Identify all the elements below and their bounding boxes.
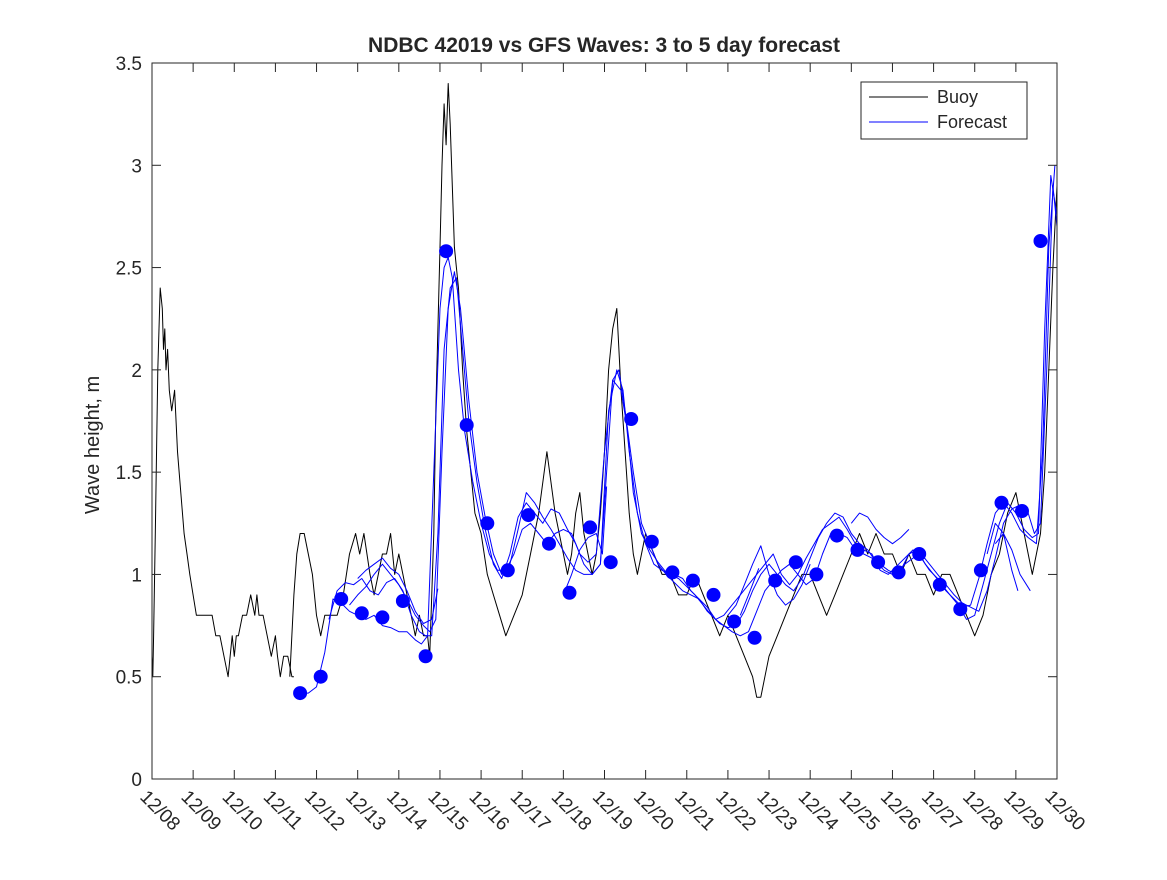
y-tick-label: 2.5 xyxy=(116,259,142,280)
forecast-marker xyxy=(850,542,865,557)
forecast-marker xyxy=(685,573,700,588)
forecast-marker xyxy=(334,592,349,606)
forecast-marker xyxy=(293,686,308,701)
forecast-series-line-5 xyxy=(727,545,811,616)
forecast-marker xyxy=(313,669,328,684)
y-tick-label: 1 xyxy=(131,565,142,586)
y-tick-label: 2 xyxy=(131,361,142,382)
forecast-marker xyxy=(912,547,927,561)
forecast-marker xyxy=(354,606,369,621)
forecast-marker xyxy=(953,602,968,617)
y-tick-label: 3 xyxy=(131,156,142,177)
y-tick-label: 3.5 xyxy=(116,54,142,75)
forecast-marker xyxy=(809,567,824,582)
legend-box xyxy=(860,81,1028,140)
forecast-marker xyxy=(1033,234,1048,248)
y-tick-label: 0.5 xyxy=(116,668,142,689)
forecast-marker xyxy=(624,412,639,426)
forecast-marker xyxy=(768,573,783,588)
forecast-marker xyxy=(665,565,680,580)
forecast-marker xyxy=(788,555,803,570)
forecast-marker xyxy=(603,555,618,570)
plot-background xyxy=(152,63,1057,779)
forecast-series-line-9 xyxy=(739,568,760,616)
forecast-marker xyxy=(994,495,1009,510)
forecast-series-line-4 xyxy=(562,486,608,596)
forecast-marker xyxy=(871,555,886,570)
buoy-series-line-0 xyxy=(152,287,294,678)
forecast-marker xyxy=(500,563,515,578)
forecast-marker xyxy=(747,630,762,645)
chart-title: NDBC 42019 vs GFS Waves: 3 to 5 day fore… xyxy=(368,34,840,57)
forecast-marker xyxy=(932,577,947,592)
forecast-marker xyxy=(418,649,433,664)
forecast-marker xyxy=(480,516,495,531)
forecast-marker xyxy=(727,614,742,629)
y-tick-label: 0 xyxy=(131,770,142,791)
forecast-marker xyxy=(973,563,988,578)
forecast-marker xyxy=(706,587,721,602)
forecast-marker xyxy=(375,610,390,625)
forecast-marker xyxy=(542,536,556,551)
forecast-marker xyxy=(583,520,598,535)
forecast-series-line-6 xyxy=(850,512,910,545)
forecast-marker xyxy=(395,594,410,608)
y-axis-label: Wave height, m xyxy=(82,376,104,514)
forecast-marker xyxy=(829,528,844,543)
y-tick-label: 1.5 xyxy=(116,463,142,484)
forecast-marker xyxy=(459,418,474,433)
forecast-marker xyxy=(562,585,577,600)
forecast-series-line-8 xyxy=(994,533,1031,592)
legend-forecast-label: Forecast xyxy=(937,112,1007,132)
forecast-marker xyxy=(439,244,454,259)
forecast-marker xyxy=(521,508,536,523)
legend-buoy-label: Buoy xyxy=(937,87,978,107)
forecast-marker xyxy=(1015,504,1029,518)
forecast-marker xyxy=(891,565,906,580)
forecast-series-line-3 xyxy=(357,557,439,624)
forecast-marker xyxy=(644,534,659,549)
legend: Buoy Forecast xyxy=(860,81,1028,140)
plot-area xyxy=(152,63,1057,779)
